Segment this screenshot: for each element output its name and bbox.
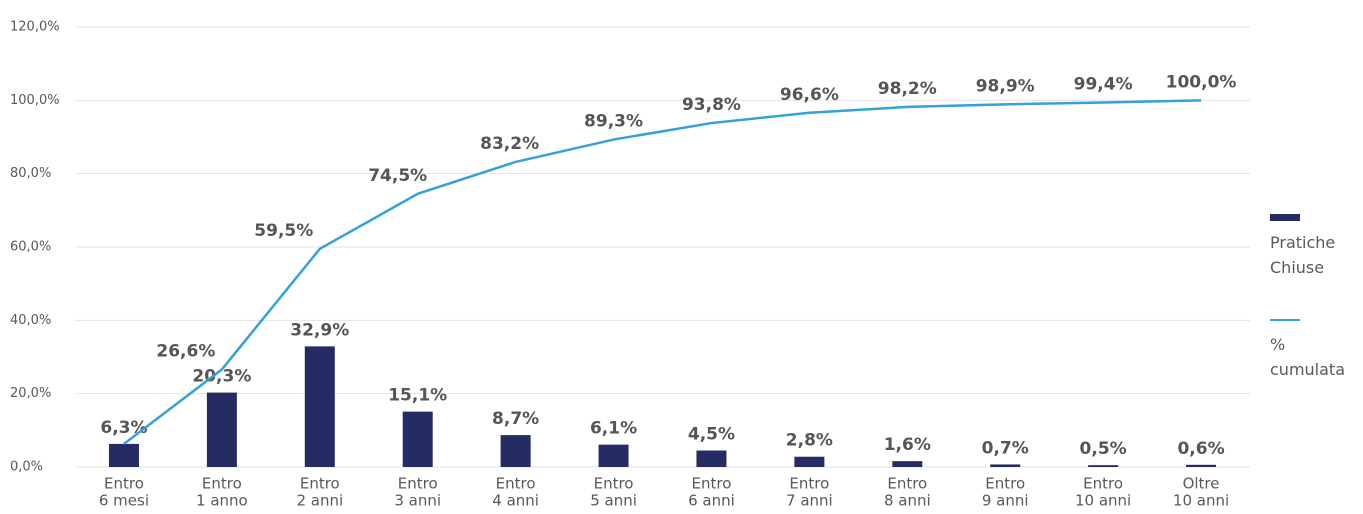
legend-label: % cumulata (1270, 335, 1345, 379)
bar (892, 461, 923, 467)
data-label: 8,7% (492, 409, 539, 429)
x-tick-label: 10 anni (1173, 492, 1229, 510)
bar (990, 464, 1021, 467)
x-tick-label: Entro (692, 475, 732, 493)
bar (794, 456, 825, 467)
data-label: 32,9% (290, 320, 349, 340)
x-tick-label: 9 anni (982, 492, 1029, 510)
data-label: 74,5% (368, 166, 427, 186)
data-label: 1,6% (884, 435, 931, 455)
x-tick-label: Entro (104, 475, 144, 493)
y-tick-label: 40,0% (10, 313, 51, 328)
x-tick-label: 10 anni (1075, 492, 1131, 510)
legend-label: Pratiche Chiuse (1270, 233, 1336, 277)
x-tick-label: Entro (300, 475, 340, 493)
legend-swatch-line (1270, 319, 1300, 321)
data-label: 2,8% (786, 431, 833, 451)
data-label: 93,8% (682, 95, 741, 115)
bar (1186, 464, 1217, 467)
y-tick-label: 80,0% (10, 166, 51, 181)
data-label: 89,3% (584, 112, 643, 132)
x-tick-label: 2 anni (296, 492, 343, 510)
data-label: 4,5% (688, 425, 735, 445)
x-tick-label: Entro (887, 475, 927, 493)
y-tick-label: 120,0% (10, 20, 60, 35)
y-tick-label: 20,0% (10, 386, 51, 401)
data-label: 6,1% (590, 419, 637, 439)
x-tick-label: 7 anni (786, 492, 833, 510)
x-tick-label: Entro (398, 475, 438, 493)
data-label: 0,5% (1080, 439, 1127, 459)
bar (598, 444, 629, 467)
x-tick-label: 1 anno (196, 492, 248, 510)
x-tick-label: Entro (985, 475, 1025, 493)
x-tick-label: Entro (202, 475, 242, 493)
line (123, 99, 1202, 445)
bar (500, 435, 531, 467)
x-tick-label: 4 anni (492, 492, 539, 510)
bar (402, 411, 433, 467)
x-tick-label: 5 anni (590, 492, 637, 510)
y-tick-label: 100,0% (10, 93, 60, 108)
data-label: 99,4% (1074, 75, 1133, 95)
data-label: 96,6% (780, 85, 839, 105)
data-label: 6,3% (100, 418, 147, 438)
legend-swatch-bar (1270, 214, 1300, 221)
data-label: 26,6% (156, 341, 215, 361)
data-label: 98,2% (878, 79, 937, 99)
x-tick-label: 3 anni (394, 492, 441, 510)
bar (1088, 465, 1119, 467)
data-label: 0,6% (1177, 439, 1224, 459)
data-label: 15,1% (388, 386, 447, 406)
x-tick-label: 6 mesi (99, 492, 149, 510)
y-tick-label: 60,0% (10, 240, 51, 255)
bar (304, 346, 335, 467)
x-tick-label: Entro (594, 475, 634, 493)
y-tick-label: 0,0% (10, 460, 43, 475)
data-label: 100,0% (1166, 72, 1237, 92)
x-tick-label: 8 anni (884, 492, 931, 510)
bar (206, 392, 237, 467)
x-tick-label: Entro (496, 475, 536, 493)
x-tick-label: Entro (1083, 475, 1123, 493)
x-tick-label: Oltre (1183, 475, 1220, 493)
data-label: 83,2% (480, 134, 539, 154)
data-label: 59,5% (254, 221, 313, 241)
data-label: 0,7% (982, 438, 1029, 458)
x-tick-label: 6 anni (688, 492, 735, 510)
data-label: 98,9% (976, 76, 1035, 96)
bar (108, 443, 139, 467)
x-tick-label: Entro (789, 475, 829, 493)
bar (696, 450, 727, 467)
